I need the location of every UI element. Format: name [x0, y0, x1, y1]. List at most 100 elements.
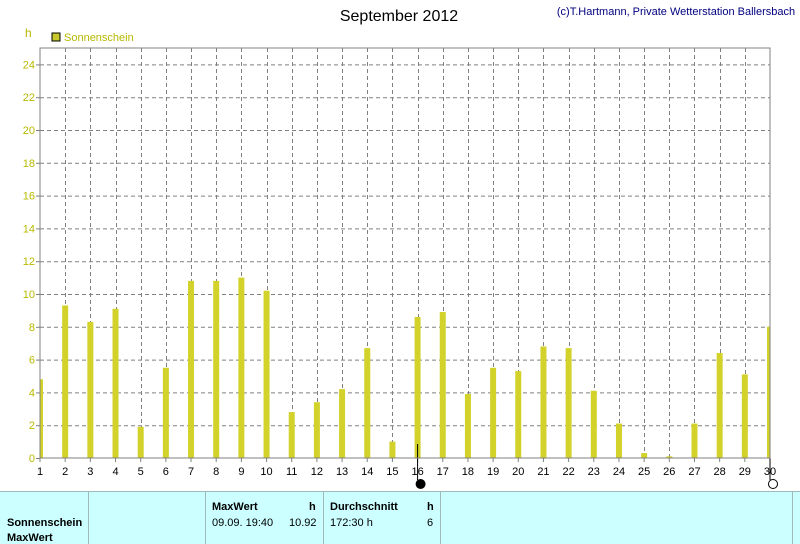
- bar-day-25: [641, 453, 648, 458]
- bar-day-5: [137, 426, 144, 458]
- bar-day-17: [439, 312, 446, 458]
- full-moon-icon: [768, 479, 778, 489]
- x-tick-label: 23: [588, 466, 600, 478]
- y-tick-label: 12: [23, 256, 35, 268]
- x-tick-label: 13: [336, 466, 348, 478]
- y-tick-label: 2: [29, 420, 35, 432]
- bar-day-30: [767, 326, 770, 458]
- y-tick-label: 16: [23, 191, 35, 203]
- bar-day-24: [615, 423, 622, 458]
- bar-day-21: [540, 346, 547, 458]
- bar-day-28: [716, 353, 723, 458]
- bar-day-11: [288, 412, 295, 458]
- bar-day-29: [741, 374, 748, 458]
- bar-day-19: [490, 367, 497, 458]
- stats-labels-column: Sonnenschein MaxWert: [0, 492, 89, 544]
- x-tick-label: 7: [188, 466, 194, 478]
- legend-label: Sonnenschein: [64, 32, 134, 44]
- x-tick-label: 17: [437, 466, 449, 478]
- x-tick-label: 3: [87, 466, 93, 478]
- bar-day-20: [515, 371, 522, 458]
- y-tick-label: 24: [23, 59, 35, 71]
- bar-day-14: [364, 348, 371, 458]
- x-tick-label: 18: [462, 466, 474, 478]
- bar-day-7: [188, 280, 195, 458]
- row-label-sunshine: Sonnenschein: [7, 517, 83, 529]
- y-tick-label: 10: [23, 289, 35, 301]
- y-unit-label: h: [25, 26, 32, 40]
- max-unit: h: [309, 501, 316, 513]
- bar-day-16: [414, 316, 421, 458]
- avg-value: 6: [427, 517, 434, 529]
- bar-day-15: [389, 441, 396, 458]
- bar-day-4: [112, 308, 119, 458]
- legend-swatch: [51, 32, 61, 42]
- stats-spacer-column: [440, 492, 793, 544]
- x-tick-label: 26: [663, 466, 675, 478]
- bar-day-23: [590, 390, 597, 458]
- bar-day-1: [40, 379, 43, 458]
- max-time: 09.09. 19:40: [212, 517, 274, 529]
- bar-day-9: [238, 277, 245, 458]
- x-tick-label: 14: [361, 466, 373, 478]
- x-tick-label: 21: [537, 466, 549, 478]
- stats-max-column: MaxWert h 09.09. 19:40 10.92: [205, 492, 324, 544]
- grid: [40, 48, 770, 458]
- plot-frame: [39, 47, 771, 459]
- bar-day-3: [87, 321, 94, 458]
- bar-day-2: [62, 305, 69, 458]
- x-tick-label: 11: [286, 466, 297, 478]
- stats-avg-column: Durchschnitt h 172:30 h 6: [323, 492, 441, 544]
- bar-day-12: [313, 402, 320, 458]
- x-tick-label: 12: [311, 466, 323, 478]
- x-tick-label: 19: [487, 466, 499, 478]
- x-tick-label: 10: [260, 466, 272, 478]
- x-tick-label: 5: [138, 466, 144, 478]
- x-tick-label: 27: [688, 466, 700, 478]
- x-axis-ticks: 1 2 3 4 5 6 7 8 9 10 11 12 13 14 15 16 17 18 19 20 21 22 23 24 2…: [37, 458, 776, 478]
- bar-day-6: [162, 367, 169, 458]
- x-tick-label: 6: [163, 466, 169, 478]
- avg-unit: h: [427, 501, 434, 513]
- y-tick-label: 18: [23, 158, 35, 170]
- y-tick-label: 22: [23, 92, 35, 104]
- chart-legend: Sonnenschein: [51, 32, 134, 44]
- x-tick-label: 8: [213, 466, 219, 478]
- bar-day-8: [213, 280, 220, 458]
- x-tick-label: 9: [238, 466, 244, 478]
- bars: [40, 277, 770, 458]
- y-tick-label: 14: [23, 223, 35, 235]
- x-tick-label: 24: [613, 466, 625, 478]
- x-tick-label: 15: [386, 466, 398, 478]
- x-tick-label: 4: [112, 466, 118, 478]
- bar-day-22: [565, 348, 572, 458]
- avg-header: Durchschnitt: [330, 501, 398, 513]
- y-tick-label: 8: [29, 322, 35, 334]
- x-tick-label: 22: [562, 466, 574, 478]
- row-label-maxwert: MaxWert: [7, 532, 53, 544]
- credit-text: (c)T.Hartmann, Private Wetterstation Bal…: [557, 6, 795, 18]
- y-tick-label: 6: [29, 355, 35, 367]
- y-tick-label: 20: [23, 125, 35, 137]
- sunshine-chart: September 2012 (c)T.Hartmann, Private We…: [23, 6, 795, 489]
- chart-title: September 2012: [340, 8, 458, 25]
- x-tick-label: 28: [714, 466, 726, 478]
- stats-empty-column: [88, 492, 206, 544]
- bar-day-27: [691, 423, 698, 458]
- max-value: 10.92: [289, 517, 317, 529]
- bar-day-26: [666, 456, 673, 458]
- y-tick-label: 4: [29, 387, 35, 399]
- x-tick-label: 20: [512, 466, 524, 478]
- new-moon-icon: [415, 479, 426, 489]
- x-tick-label: 29: [739, 466, 751, 478]
- y-tick-label: 0: [29, 453, 35, 465]
- x-tick-label: 1: [37, 466, 43, 478]
- stats-panel: Sonnenschein MaxWert MaxWert h 09.09. 19…: [0, 491, 800, 544]
- avg-total: 172:30 h: [330, 517, 373, 529]
- bar-day-10: [263, 290, 270, 458]
- x-tick-label: 2: [62, 466, 68, 478]
- bar-day-18: [464, 394, 471, 458]
- max-header: MaxWert: [212, 501, 258, 513]
- x-tick-label: 25: [638, 466, 650, 478]
